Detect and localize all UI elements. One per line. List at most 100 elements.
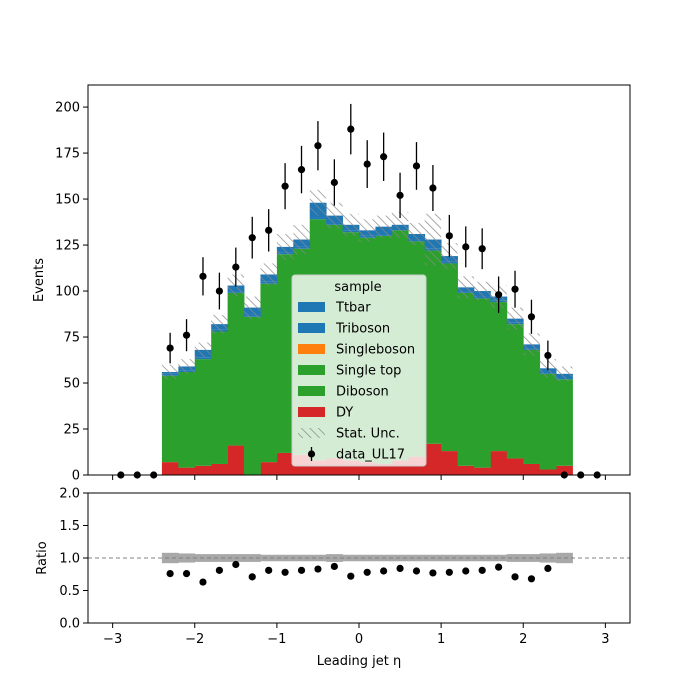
legend-swatch [298,407,325,417]
legend-swatch-data-point [307,450,316,458]
bar-dy [260,462,278,475]
ratio-y-tick-label: 0.0 [59,617,80,632]
ratio-band-bin [359,554,376,562]
bar-dy [161,462,179,475]
ratio-panel: 0.0 0.5 1.0 1.5 2.0 −3 −2 −1 0 1 2 3 Ratio Leading… [35,487,631,669]
data-point [478,245,486,253]
bar-dy [424,443,442,475]
ratio-point [527,575,536,583]
ratio-point [544,564,552,573]
legend-swatch [298,323,325,333]
bar-diboson [424,250,442,444]
bar-diboson [473,298,491,468]
legend-box [291,274,427,467]
ratio-point [478,566,486,574]
x-tick-label: 0 [355,632,363,647]
data-point [445,232,453,240]
x-tick-label: 1 [437,632,445,647]
ratio-point [330,562,338,571]
data-point [380,153,388,161]
bar-diboson [506,324,524,459]
ratio-point [462,567,470,575]
legend-label: Single top [336,364,401,379]
legend-title: sample [334,280,381,295]
x-tick-label: 3 [601,632,609,647]
y-tick-label: 75 [63,331,80,346]
ratio-point [314,565,322,573]
ratio-y-axis-ticks: 0.0 0.5 1.0 1.5 2.0 [59,487,88,632]
ratio-point [265,566,273,574]
legend-swatch [298,386,325,396]
data-point [248,234,256,242]
bar-dy [506,458,524,475]
legend-label: Diboson [336,385,389,400]
ratio-y-tick-label: 1.0 [59,552,80,567]
stat-unc-box [244,296,261,319]
ratio-point [363,568,371,576]
x-axis-ticks-top [112,475,606,480]
legend-label: Stat. Unc. [336,427,400,442]
data-point [412,162,421,170]
ratio-band-bin [457,554,475,562]
stat-unc-box [326,202,343,229]
y-tick-label: 200 [55,101,80,116]
bar-diboson [457,292,475,466]
stat-unc-box [276,234,294,260]
ratio-point [511,573,519,581]
legend-label: Singleboson [336,343,415,358]
ratio-band-bin [260,554,278,562]
bar-dy [211,463,229,475]
stat-unc-box [260,263,277,286]
data-point [462,243,470,251]
x-tick-label: −2 [185,632,204,647]
ratio-point [281,568,289,576]
bar-dy [276,452,294,475]
data-point [495,291,503,299]
ratio-point [347,572,355,580]
stat-unc-box [375,215,392,238]
main-panel: 0 25 50 75 100 125 150 175 200 Events sample Ttb… [32,84,631,484]
data-point [182,331,191,339]
stat-unc-box [391,211,409,238]
ratio-point [248,573,256,581]
bar-dy [539,469,557,475]
data-point [511,285,519,293]
ratio-point [182,570,191,578]
data-point [544,351,552,360]
ratio-band-bin [391,554,409,562]
stat-unc-box [211,314,228,334]
legend-swatch [298,302,325,312]
ratio-point [232,560,240,569]
legend-label: DY [336,406,353,421]
data-point [347,125,355,133]
ratio-band-bin [539,553,557,563]
bar-diboson [211,331,229,464]
stat-unc-box [473,281,491,301]
ratio-point [166,570,174,578]
ratio-point [380,567,388,575]
stat-unc-box [178,359,195,374]
legend-label: Triboson [335,322,390,337]
stat-unc-box [424,213,442,266]
bar-dy [473,467,491,475]
stat-unc-box [506,307,524,330]
data-point [527,313,536,321]
y-tick-label: 25 [63,423,80,438]
ratio-band-bin [490,554,508,562]
ratio-band-bin [309,554,327,562]
stat-unc-box [161,364,179,380]
x-tick-label: −3 [103,632,122,647]
bar-dy [194,465,212,475]
bar-diboson [523,349,541,464]
bar-diboson [161,375,179,463]
data-point [232,263,240,271]
y-tick-label: 50 [63,377,80,392]
ratio-band-bin [408,554,426,562]
y-axis-ticks: 0 25 50 75 100 125 150 175 200 [55,101,88,484]
data-point [281,182,289,190]
ratio-y-tick-label: 0.5 [59,584,80,599]
ratio-point [412,567,421,575]
x-axis-label: Leading jet η [317,654,402,669]
legend-swatch [298,365,325,375]
